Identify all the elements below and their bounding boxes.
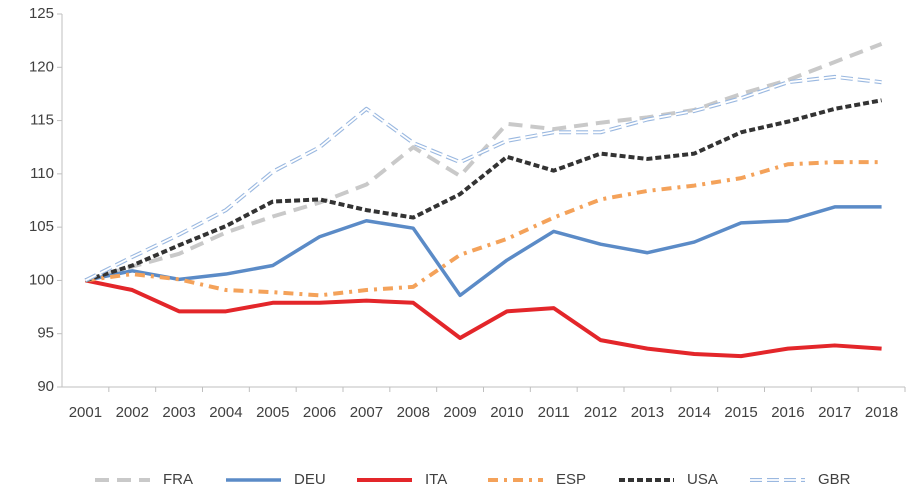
y-tick-label: 105 bbox=[29, 218, 54, 235]
x-tick-label: 2005 bbox=[256, 404, 289, 421]
legend-label: ITA bbox=[425, 471, 447, 488]
x-tick-label: 2006 bbox=[303, 404, 336, 421]
legend-label: USA bbox=[687, 471, 718, 488]
legend-label: GBR bbox=[818, 471, 851, 488]
legend-label: ESP bbox=[556, 471, 586, 488]
legend-label: DEU bbox=[294, 471, 326, 488]
x-tick-label: 2014 bbox=[678, 404, 711, 421]
legend-label: FRA bbox=[163, 471, 193, 488]
line-inner bbox=[85, 75, 882, 282]
line bbox=[85, 278, 882, 359]
x-tick-label: 2011 bbox=[538, 404, 570, 421]
x-tick-label: 2003 bbox=[162, 404, 195, 421]
line bbox=[85, 160, 882, 298]
line bbox=[84, 74, 882, 283]
x-tick-label: 2012 bbox=[584, 404, 617, 421]
y-tick-label: 90 bbox=[37, 378, 54, 395]
x-tick-label: 2018 bbox=[865, 404, 898, 421]
x-tick-label: 2008 bbox=[397, 404, 430, 421]
y-tick-label: 100 bbox=[29, 271, 54, 288]
line bbox=[84, 41, 883, 283]
y-tick-label: 115 bbox=[30, 112, 54, 129]
y-tick-label: 120 bbox=[29, 58, 54, 75]
x-tick-label: 2009 bbox=[443, 404, 476, 421]
line bbox=[85, 205, 882, 298]
y-tick-label: 110 bbox=[30, 165, 54, 182]
x-tick-label: 2015 bbox=[724, 404, 757, 421]
x-tick-label: 2017 bbox=[818, 404, 851, 421]
x-tick-label: 2013 bbox=[631, 404, 664, 421]
x-tick-label: 2004 bbox=[209, 404, 242, 421]
y-tick-label: 125 bbox=[29, 5, 54, 22]
x-tick-label: 2010 bbox=[490, 404, 523, 421]
y-tick-label: 95 bbox=[37, 325, 54, 342]
x-tick-label: 2001 bbox=[69, 404, 102, 421]
x-tick-label: 2007 bbox=[350, 404, 383, 421]
x-tick-label: 2016 bbox=[771, 404, 804, 421]
line bbox=[84, 98, 882, 283]
x-tick-label: 2002 bbox=[116, 404, 149, 421]
